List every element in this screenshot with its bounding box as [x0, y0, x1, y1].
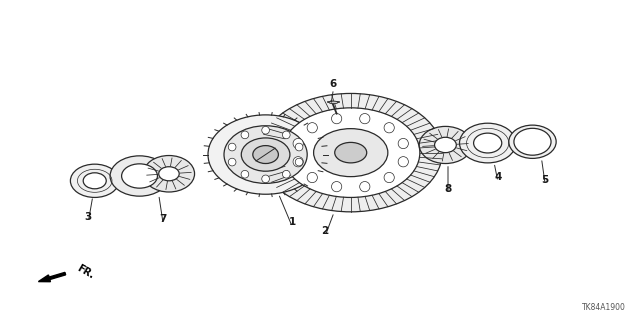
- Ellipse shape: [460, 123, 516, 163]
- Ellipse shape: [474, 133, 502, 153]
- Ellipse shape: [259, 93, 442, 212]
- Ellipse shape: [419, 126, 472, 164]
- Circle shape: [360, 114, 370, 124]
- Text: 3: 3: [84, 212, 92, 222]
- Text: 5: 5: [541, 175, 549, 185]
- Circle shape: [241, 131, 249, 139]
- Circle shape: [384, 172, 394, 183]
- Text: FR.: FR.: [75, 263, 95, 281]
- FancyArrow shape: [38, 272, 66, 282]
- Text: TK84A1900: TK84A1900: [582, 303, 626, 312]
- Ellipse shape: [329, 101, 338, 104]
- Ellipse shape: [314, 129, 388, 177]
- Circle shape: [307, 172, 317, 183]
- Text: 8: 8: [444, 184, 452, 194]
- Circle shape: [282, 170, 290, 178]
- Text: 4: 4: [494, 172, 502, 182]
- Text: 6: 6: [330, 79, 337, 89]
- Circle shape: [262, 126, 269, 134]
- Text: 7: 7: [159, 214, 167, 224]
- Text: 2: 2: [321, 226, 329, 236]
- Circle shape: [295, 158, 303, 166]
- Ellipse shape: [224, 126, 307, 183]
- Circle shape: [228, 158, 236, 166]
- Ellipse shape: [208, 115, 323, 194]
- Ellipse shape: [514, 128, 551, 155]
- Text: 1: 1: [289, 217, 296, 227]
- Circle shape: [282, 131, 290, 139]
- Circle shape: [332, 181, 342, 192]
- Ellipse shape: [83, 173, 106, 189]
- Circle shape: [262, 175, 269, 183]
- Ellipse shape: [253, 146, 278, 164]
- Ellipse shape: [509, 125, 556, 158]
- Ellipse shape: [110, 156, 169, 196]
- Circle shape: [293, 139, 303, 149]
- Circle shape: [241, 170, 249, 178]
- Circle shape: [398, 139, 408, 149]
- Circle shape: [332, 114, 342, 124]
- Ellipse shape: [122, 164, 157, 188]
- Circle shape: [398, 156, 408, 167]
- Circle shape: [293, 156, 303, 167]
- Circle shape: [307, 123, 317, 133]
- Ellipse shape: [435, 137, 456, 153]
- Circle shape: [295, 143, 303, 151]
- Circle shape: [360, 181, 370, 192]
- Ellipse shape: [159, 167, 179, 181]
- Circle shape: [384, 123, 394, 133]
- Ellipse shape: [282, 108, 420, 197]
- Ellipse shape: [70, 164, 119, 197]
- Ellipse shape: [143, 156, 195, 192]
- Circle shape: [228, 143, 236, 151]
- Ellipse shape: [241, 138, 290, 171]
- Ellipse shape: [335, 142, 367, 163]
